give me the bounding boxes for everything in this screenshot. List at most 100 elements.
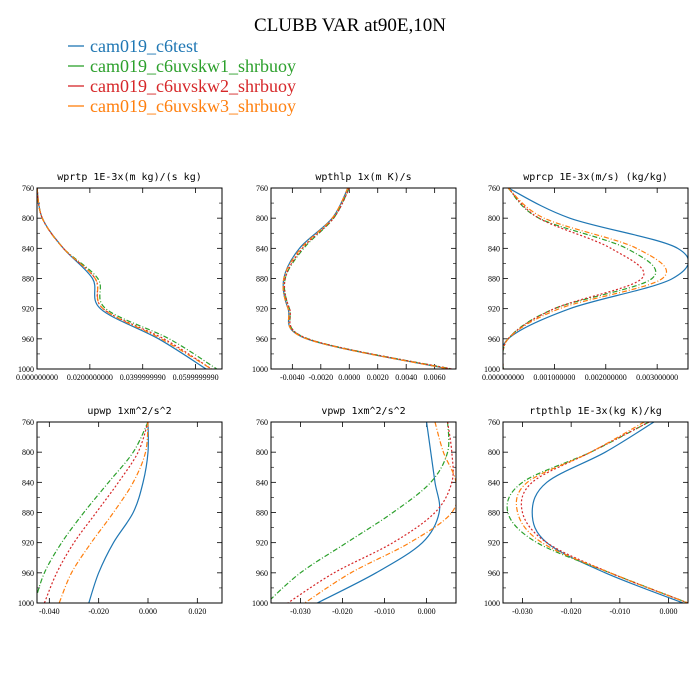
x-tick-label: 0.000000000 bbox=[482, 373, 524, 382]
series-line-2 bbox=[37, 188, 218, 369]
y-tick-label: 840 bbox=[22, 244, 34, 253]
y-tick-label: 920 bbox=[256, 305, 268, 314]
chart-panel-3: wprcp 1E-3x(m/s) (kg/kg) 760 800 840 880 920 9… bbox=[482, 172, 689, 382]
y-tick-label: 920 bbox=[488, 539, 500, 548]
y-tick-label: 920 bbox=[22, 305, 34, 314]
x-tick-label: -0.020 bbox=[332, 607, 353, 616]
legend-entry-2: cam019_c6uvskw1_shrbuoy bbox=[90, 56, 296, 76]
series-line-3 bbox=[287, 422, 454, 603]
y-tick-label: 960 bbox=[256, 335, 268, 344]
series-line-3 bbox=[37, 188, 212, 369]
plot-frame bbox=[270, 421, 457, 604]
plot-frame bbox=[36, 187, 223, 370]
x-tick-label: -0.030 bbox=[290, 607, 311, 616]
series-line-2 bbox=[503, 188, 657, 369]
y-tick-label: 880 bbox=[22, 275, 34, 284]
y-tick-label: 760 bbox=[22, 184, 34, 193]
x-tick-label: 0.0200000000 bbox=[67, 373, 113, 382]
x-tick-label: 0.000 bbox=[660, 607, 678, 616]
series-line-3 bbox=[43, 422, 149, 603]
plot-frame bbox=[270, 187, 457, 370]
series-line-1 bbox=[37, 188, 207, 369]
series-line-3 bbox=[283, 188, 452, 369]
y-tick-label: 840 bbox=[22, 478, 34, 487]
x-tick-label: 0.0060 bbox=[424, 373, 446, 382]
series-line-4 bbox=[37, 188, 212, 369]
series-line-1 bbox=[531, 422, 684, 603]
y-tick-label: 800 bbox=[22, 448, 34, 457]
y-tick-label: 760 bbox=[22, 418, 34, 427]
x-tick-label: -0.0040 bbox=[280, 373, 305, 382]
y-tick-label: 1000 bbox=[484, 365, 500, 374]
y-tick-label: 880 bbox=[488, 275, 500, 284]
y-tick-label: 840 bbox=[488, 244, 500, 253]
series-line-4 bbox=[515, 422, 688, 603]
legend-entry-1: cam019_c6test bbox=[90, 36, 198, 56]
series-line-3 bbox=[520, 422, 688, 603]
series-line-2 bbox=[271, 422, 450, 600]
panel-title: vpwp 1xm^2/s^2 bbox=[321, 406, 405, 417]
legend-entry-3: cam019_c6uvskw2_shrbuoy bbox=[90, 76, 296, 96]
x-tick-label: -0.020 bbox=[88, 607, 109, 616]
y-tick-label: 760 bbox=[256, 184, 268, 193]
y-tick-label: 800 bbox=[256, 448, 268, 457]
x-tick-label: 0.0599999990 bbox=[173, 373, 219, 382]
series-group bbox=[271, 422, 456, 603]
y-tick-label: 760 bbox=[488, 184, 500, 193]
chart-panel-1: wprtp 1E-3x(m kg)/(s kg) 760 800 840 880 920 9… bbox=[16, 172, 223, 382]
y-tick-label: 880 bbox=[488, 509, 500, 518]
y-tick-label: 1000 bbox=[18, 365, 34, 374]
x-tick-label: -0.040 bbox=[39, 607, 60, 616]
series-line-1 bbox=[282, 188, 450, 369]
y-tick-label: 840 bbox=[488, 478, 500, 487]
chart-panel-2: wpthlp 1x(m K)/s 760 800 840 880 920 960 1000 -0… bbox=[252, 172, 457, 382]
panel-title: wprtp 1E-3x(m kg)/(s kg) bbox=[57, 172, 202, 183]
x-tick-label: 0.000 bbox=[418, 607, 436, 616]
legend-entry-4: cam019_c6uvskw3_shrbuoy bbox=[90, 96, 296, 116]
y-tick-label: 920 bbox=[22, 539, 34, 548]
x-tick-label: 0.001000000 bbox=[533, 373, 575, 382]
x-tick-label: -0.0020 bbox=[308, 373, 333, 382]
panel-title: wprcp 1E-3x(m/s) (kg/kg) bbox=[523, 172, 668, 183]
y-tick-label: 760 bbox=[256, 418, 268, 427]
y-tick-label: 960 bbox=[22, 335, 34, 344]
y-tick-label: 880 bbox=[22, 509, 34, 518]
y-tick-label: 960 bbox=[256, 569, 268, 578]
chart-grid: wprtp 1E-3x(m kg)/(s kg) 760 800 840 880 920 9… bbox=[16, 172, 689, 616]
x-tick-label: 0.000 bbox=[139, 607, 157, 616]
y-tick-label: 1000 bbox=[252, 365, 268, 374]
plot-frame bbox=[36, 421, 223, 604]
series-line-3 bbox=[503, 188, 645, 369]
series-line-2 bbox=[283, 188, 452, 369]
series-group bbox=[37, 422, 149, 603]
x-tick-label: -0.020 bbox=[561, 607, 582, 616]
x-tick-label: 0.0000 bbox=[338, 373, 360, 382]
y-tick-label: 1000 bbox=[484, 599, 500, 608]
plot-frame bbox=[502, 187, 689, 370]
series-line-4 bbox=[503, 188, 668, 369]
y-tick-label: 800 bbox=[256, 214, 268, 223]
chart-panel-6: rtpthlp 1E-3x(kg K)/kg 760 800 840 880 920 960… bbox=[484, 406, 689, 616]
y-tick-label: 880 bbox=[256, 275, 268, 284]
y-tick-label: 840 bbox=[256, 478, 268, 487]
y-tick-label: 760 bbox=[488, 418, 500, 427]
panel-title: upwp 1xm^2/s^2 bbox=[87, 406, 171, 417]
y-tick-label: 840 bbox=[256, 244, 268, 253]
figure-title: CLUBB VAR at90E,10N bbox=[254, 15, 446, 36]
panel-title: wpthlp 1x(m K)/s bbox=[315, 172, 411, 183]
plot-frame bbox=[502, 421, 689, 604]
x-tick-label: -0.010 bbox=[610, 607, 631, 616]
x-tick-label: 0.003000000 bbox=[636, 373, 678, 382]
y-tick-label: 880 bbox=[256, 509, 268, 518]
series-line-1 bbox=[316, 422, 441, 603]
y-tick-label: 960 bbox=[22, 569, 34, 578]
x-tick-label: -0.030 bbox=[512, 607, 533, 616]
series-line-4 bbox=[282, 188, 450, 369]
x-tick-label: 0.0040 bbox=[395, 373, 417, 382]
chart-panel-4: upwp 1xm^2/s^2 760 800 840 880 920 960 1000 -0.0… bbox=[18, 406, 223, 616]
x-tick-label: 0.0399999990 bbox=[120, 373, 166, 382]
panel-title: rtpthlp 1E-3x(kg K)/kg bbox=[529, 406, 661, 417]
y-tick-label: 800 bbox=[488, 448, 500, 457]
x-tick-label: 0.002000000 bbox=[585, 373, 627, 382]
